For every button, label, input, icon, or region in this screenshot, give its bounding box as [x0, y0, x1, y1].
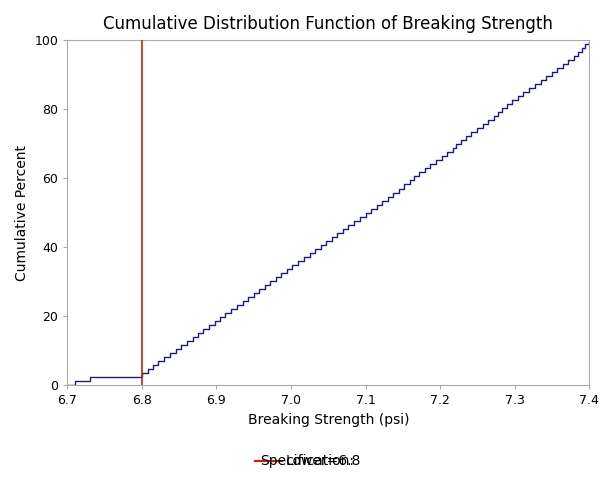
X-axis label: Breaking Strength (psi): Breaking Strength (psi): [247, 413, 409, 427]
Title: Cumulative Distribution Function of Breaking Strength: Cumulative Distribution Function of Brea…: [103, 15, 553, 33]
Text: Lower=6.8: Lower=6.8: [286, 454, 361, 468]
Y-axis label: Cumulative Percent: Cumulative Percent: [15, 144, 29, 281]
Text: Specification:: Specification:: [260, 454, 354, 468]
